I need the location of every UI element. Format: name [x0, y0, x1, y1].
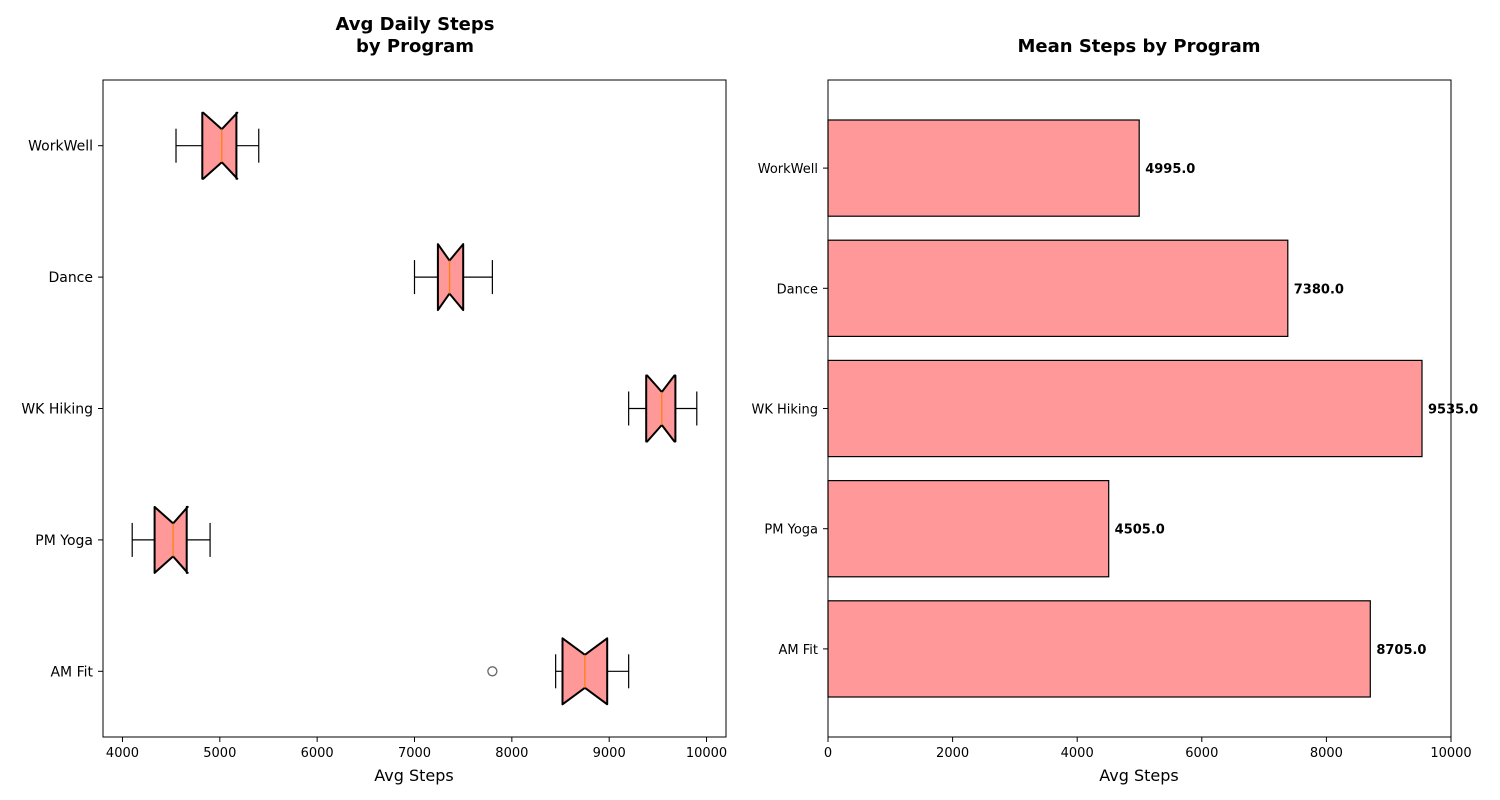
x-tick-label: 7000: [398, 746, 431, 761]
x-tick-label: 2000: [936, 746, 969, 761]
box-am-fit: [487, 637, 630, 706]
box-wk-hiking: [628, 374, 698, 443]
boxplot-x-axis-label: Avg Steps: [374, 766, 453, 785]
y-tick-label: WK Hiking: [751, 403, 818, 418]
x-tick-label: 6000: [301, 746, 334, 761]
y-tick-label: WK Hiking: [21, 402, 93, 418]
x-tick-label: 8000: [495, 746, 528, 761]
bar-pm-yoga: [827, 480, 1110, 578]
y-tick-label: WorkWell: [758, 162, 818, 177]
y-tick-label: PM Yoga: [764, 523, 818, 538]
boxplot-y-ticks: AM Fit PM Yoga WK Hiking Dance WorkWell: [21, 139, 103, 680]
x-tick-label: 10000: [1430, 746, 1471, 761]
bar-am-fit: [827, 600, 1371, 698]
x-tick-label: 10000: [686, 746, 727, 761]
y-tick-label: PM Yoga: [35, 533, 93, 549]
boxplot-marks: [131, 111, 698, 706]
x-tick-label: 4000: [106, 746, 139, 761]
box-pm-yoga: [131, 505, 211, 574]
y-tick-label: WorkWell: [28, 139, 93, 155]
boxplot-title-line-1: Avg Daily Steps: [336, 14, 495, 35]
box-body: [436, 243, 465, 312]
x-tick-label: 5000: [203, 746, 236, 761]
x-tick-label: 9000: [593, 746, 626, 761]
x-tick-label: 0: [824, 746, 832, 761]
barh-y-ticks: AM Fit PM Yoga WK Hiking Dance WorkWell: [751, 162, 828, 658]
boxplot-title-line-2: by Program: [356, 36, 474, 57]
boxplot-x-ticks: 4000 5000 6000 7000 8000 9000 10000: [106, 737, 727, 761]
barh-marks: 8705.0 4505.0 9535.0 7380.0 4995.0: [827, 119, 1478, 698]
barh-x-axis-label: Avg Steps: [1099, 766, 1178, 785]
bar-value-label: 9535.0: [1428, 403, 1478, 418]
bar-wk-hiking: [827, 359, 1423, 458]
boxplot-chart: Avg Daily Steps by Program 4000 5000 6000 7…: [21, 14, 727, 785]
box-workwell: [175, 111, 260, 180]
bar-value-label: 8705.0: [1376, 643, 1426, 658]
y-tick-label: Dance: [48, 270, 93, 286]
barh-x-ticks: 0 2000 4000 6000 8000 10000: [824, 737, 1472, 761]
box-body: [645, 374, 677, 443]
barh-title: Mean Steps by Program: [1018, 36, 1261, 57]
bar-value-label: 7380.0: [1294, 282, 1344, 297]
box-dance: [413, 243, 493, 312]
barh-chart: Mean Steps by Program 8705.0 4505.0 9535.0…: [751, 36, 1478, 785]
y-tick-label: AM Fit: [779, 643, 818, 658]
x-tick-label: 4000: [1061, 746, 1094, 761]
x-tick-label: 8000: [1310, 746, 1343, 761]
bar-value-label: 4995.0: [1145, 162, 1195, 177]
bar-value-label: 4505.0: [1115, 523, 1165, 538]
box-body: [201, 111, 239, 180]
x-tick-label: 6000: [1185, 746, 1218, 761]
box-body: [153, 505, 189, 574]
outlier-point: [487, 666, 498, 677]
y-tick-label: Dance: [777, 282, 818, 297]
y-tick-label: AM Fit: [50, 664, 93, 680]
bar-workwell: [827, 119, 1140, 217]
bar-dance: [827, 239, 1289, 337]
